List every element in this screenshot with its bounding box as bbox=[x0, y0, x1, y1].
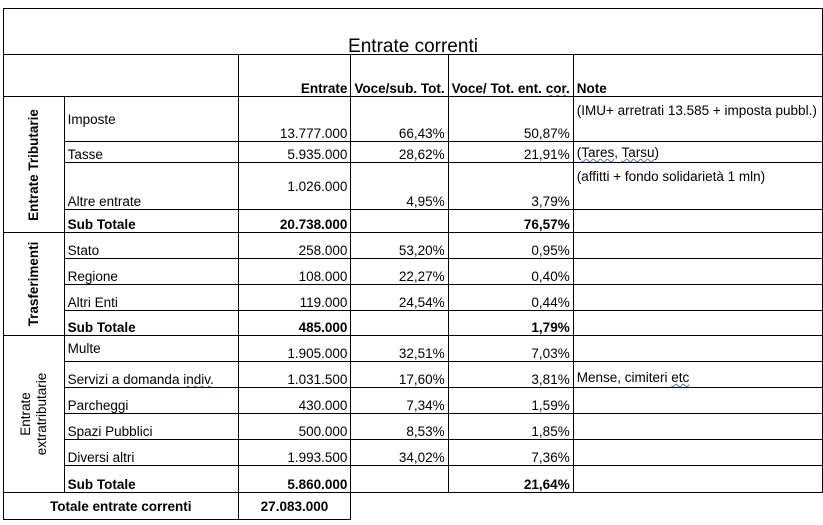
voce-sub-sub-trasferimenti bbox=[350, 310, 449, 336]
group-label-tributarie: Entrate Tributarie bbox=[3, 96, 65, 233]
group-trasferimenti-text: Trasferimenti bbox=[25, 241, 41, 327]
voce-tot-sub-tributarie: 76,57% bbox=[447, 209, 574, 233]
total-blank-2 bbox=[448, 493, 573, 520]
voce-tot-imposte: 50,87% bbox=[447, 96, 574, 142]
total-blank-3 bbox=[573, 493, 822, 520]
voce-tot-diversi: 7,36% bbox=[447, 439, 574, 466]
entrate-regione: 108.000 bbox=[237, 258, 352, 285]
entrate-stato: 258.000 bbox=[237, 232, 352, 259]
voce-sub-multe: 32,51% bbox=[350, 335, 449, 362]
voce-tot-stato: 0,95% bbox=[447, 232, 574, 259]
row-label-altri-enti: Altri Enti bbox=[63, 284, 239, 311]
group-extratributarie-text: Entrate extratributarie bbox=[18, 373, 50, 456]
total-label: Totale entrate correnti bbox=[3, 492, 239, 520]
entrate-multe: 1.905.000 bbox=[237, 335, 352, 362]
row-label-altre-entrate: Altre entrate bbox=[63, 162, 239, 210]
note-multe bbox=[572, 335, 823, 362]
note-diversi bbox=[572, 439, 823, 466]
voce-sub-parcheggi: 7,34% bbox=[350, 387, 449, 414]
header-note: Note bbox=[572, 54, 823, 97]
note-sub-trasferimenti bbox=[572, 310, 823, 336]
voce-sub-tasse: 28,62% bbox=[350, 141, 449, 163]
entrate-sub-trasferimenti: 485.000 bbox=[237, 310, 352, 336]
voce-tot-altri-enti: 0,44% bbox=[447, 284, 574, 311]
note-regione bbox=[572, 258, 823, 285]
header-voce-sub: Voce/sub. Tot. bbox=[350, 54, 449, 97]
row-label-sub-trasferimenti: Sub Totale bbox=[63, 310, 239, 336]
row-label-sub-tributarie: Sub Totale bbox=[63, 209, 239, 233]
group-extratributarie-line1: Entrate bbox=[17, 392, 33, 436]
entrate-correnti-table: Entrate correnti Entrate Voce/sub. Tot. … bbox=[3, 8, 823, 520]
voce-sub-regione: 22,27% bbox=[350, 258, 449, 285]
row-label-spazi: Spazi Pubblici bbox=[63, 413, 239, 440]
voce-sub-diversi: 34,02% bbox=[350, 439, 449, 466]
voce-sub-stato: 53,20% bbox=[350, 232, 449, 259]
entrate-imposte: 13.777.000 bbox=[237, 96, 352, 142]
group-label-extratributarie: Entrate extratributarie bbox=[3, 335, 65, 493]
voce-sub-sub-extra bbox=[350, 465, 449, 493]
voce-tot-servizi: 3,81% bbox=[447, 361, 574, 388]
entrate-diversi: 1.993.500 bbox=[237, 439, 352, 466]
row-label-servizi: Servizi a domanda indiv. bbox=[63, 361, 239, 388]
note-altre-entrate: (affitti + fondo solidarietà 1 mln) bbox=[572, 162, 823, 210]
entrate-sub-extra: 5.860.000 bbox=[237, 465, 352, 493]
voce-sub-altri-enti: 24,54% bbox=[350, 284, 449, 311]
voce-tot-multe: 7,03% bbox=[447, 335, 574, 362]
total-blank bbox=[350, 492, 449, 520]
voce-tot-parcheggi: 1,59% bbox=[447, 387, 574, 414]
voce-tot-altre-entrate: 3,79% bbox=[447, 162, 574, 210]
row-label-sub-extra: Sub Totale bbox=[63, 465, 239, 493]
header-blank bbox=[3, 54, 239, 97]
note-sub-extra bbox=[572, 465, 823, 493]
entrate-servizi: 1.031.500 bbox=[237, 361, 352, 388]
voce-tot-tasse: 21,91% bbox=[447, 141, 574, 163]
group-extratributarie-line2: extratributarie bbox=[33, 372, 49, 456]
row-label-multe: Multe bbox=[63, 335, 239, 362]
entrate-parcheggi: 430.000 bbox=[237, 387, 352, 414]
note-sub-tributarie bbox=[572, 209, 823, 233]
group-tributarie-text: Entrate Tributarie bbox=[25, 108, 41, 221]
voce-sub-imposte: 66,43% bbox=[350, 96, 449, 142]
row-label-diversi: Diversi altri bbox=[63, 439, 239, 466]
note-spazi bbox=[572, 413, 823, 440]
group-label-trasferimenti: Trasferimenti bbox=[3, 232, 65, 336]
voce-sub-servizi: 17,60% bbox=[350, 361, 449, 388]
row-label-imposte: Imposte bbox=[63, 96, 239, 142]
header-voce-tot: Voce/ Tot. ent. cor. bbox=[447, 54, 574, 97]
voce-sub-altre-entrate: 4,95% bbox=[350, 162, 449, 210]
voce-tot-sub-trasferimenti: 1,79% bbox=[447, 310, 574, 336]
voce-sub-sub-tributarie bbox=[350, 209, 449, 233]
note-servizi: Mense, cimiteri etc bbox=[572, 361, 823, 388]
table-title: Entrate correnti bbox=[3, 8, 823, 55]
entrate-altri-enti: 119.000 bbox=[237, 284, 352, 311]
voce-tot-spazi: 1,85% bbox=[447, 413, 574, 440]
row-label-stato: Stato bbox=[63, 232, 239, 259]
note-altri-enti bbox=[572, 284, 823, 311]
total-entrate: 27.083.000 bbox=[237, 492, 352, 520]
entrate-altre-entrate: 1.026.000 bbox=[237, 162, 352, 210]
voce-tot-regione: 0,40% bbox=[447, 258, 574, 285]
voce-sub-spazi: 8,53% bbox=[350, 413, 449, 440]
row-label-regione: Regione bbox=[63, 258, 239, 285]
header-entrate: Entrate bbox=[237, 54, 352, 97]
entrate-tasse: 5.935.000 bbox=[237, 141, 352, 163]
row-label-tasse: Tasse bbox=[63, 141, 239, 163]
row-label-parcheggi: Parcheggi bbox=[63, 387, 239, 414]
note-imposte: (IMU+ arretrati 13.585 + imposta pubbl.) bbox=[572, 96, 823, 142]
entrate-sub-tributarie: 20.738.000 bbox=[237, 209, 352, 233]
note-parcheggi bbox=[572, 387, 823, 414]
voce-tot-sub-extra: 21,64% bbox=[447, 465, 574, 493]
note-stato bbox=[572, 232, 823, 259]
note-tasse: (Tares, Tarsu) bbox=[572, 141, 823, 163]
entrate-spazi: 500.000 bbox=[237, 413, 352, 440]
